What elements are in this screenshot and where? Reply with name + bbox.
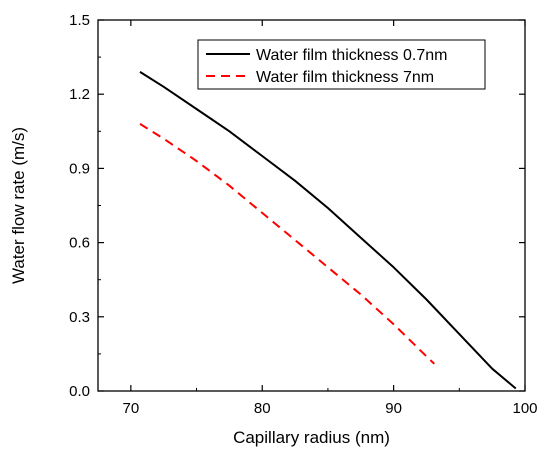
x-tick-label: 70 [123, 400, 140, 417]
legend-label-thickness-0-7nm: Water film thickness 0.7nm [256, 47, 447, 64]
y-tick-label: 1.5 [69, 12, 90, 29]
x-axis-title: Capillary radius (nm) [233, 428, 390, 447]
y-tick-label: 0.0 [69, 383, 90, 400]
series-lines [139, 71, 517, 390]
y-tick-label: 1.2 [69, 86, 90, 103]
legend-box [197, 39, 486, 90]
legend-label-thickness-7nm: Water film thickness 7nm [256, 69, 434, 86]
axis-ticks: 70 80 90 100 0.0 0.3 0.6 0.9 1.2 1.5 [69, 12, 537, 417]
legend: Water film thickness 0.7nm Water film th… [197, 39, 486, 90]
y-tick-label: 0.3 [69, 309, 90, 326]
x-tick-label: 100 [512, 400, 537, 417]
y-tick-label: 0.6 [69, 235, 90, 252]
y-tick-label: 0.9 [69, 160, 90, 177]
series-line-thickness-0-7nm [139, 71, 517, 390]
x-tick-label: 90 [385, 400, 402, 417]
y-axis-title: Water flow rate (m/s) [9, 127, 28, 284]
x-tick-label: 80 [254, 400, 271, 417]
series-line-thickness-7nm [139, 123, 435, 365]
